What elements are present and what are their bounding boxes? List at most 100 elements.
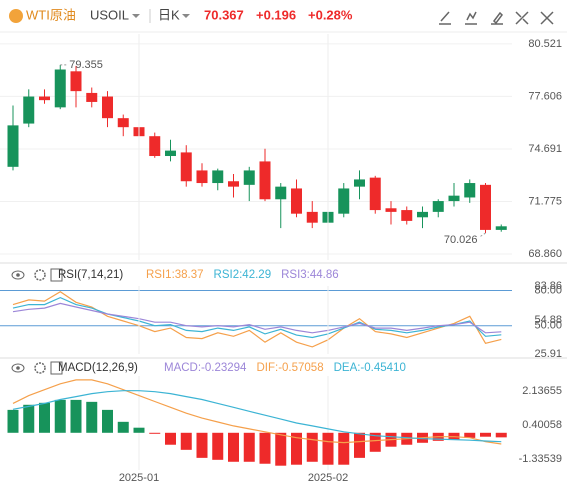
- macd-bar: [54, 399, 66, 433]
- eye-icon[interactable]: [11, 270, 25, 280]
- candle-body: [102, 96, 113, 119]
- macd-bar: [291, 432, 302, 465]
- y-tick-label: 54.88: [534, 314, 562, 326]
- dropdown-arrow[interactable]: [132, 14, 140, 18]
- macd-bar: [165, 432, 176, 445]
- rsi-header: RSI(7,14,21): [11, 268, 123, 282]
- candle-body: [180, 152, 192, 182]
- candle-body: [39, 96, 50, 101]
- macd-bar: [196, 432, 208, 458]
- y-tick-label: 77.606: [528, 90, 562, 102]
- candle-body: [149, 136, 161, 157]
- indicator-icon[interactable]: [465, 11, 477, 25]
- candle-body: [401, 210, 413, 221]
- pen-icon[interactable]: [491, 11, 503, 25]
- y-tick-label: 80.521: [528, 38, 562, 50]
- candle-body: [369, 177, 381, 211]
- gear-icon[interactable]: [34, 269, 46, 281]
- rsi-title: RSI(7,14,21): [58, 269, 123, 281]
- legend-entry: MACD:-0.23294: [164, 362, 247, 374]
- macd-line: [12, 390, 502, 443]
- candle-body: [212, 170, 224, 184]
- legend-entry: RSI2:42.29: [214, 269, 272, 281]
- y-tick-label: 25.91: [534, 348, 562, 360]
- macd-bar: [275, 432, 287, 466]
- macd-bar: [243, 432, 255, 462]
- macd-bar: [133, 427, 145, 433]
- checkbox[interactable]: [50, 361, 63, 375]
- legend-entry: DEA:-0.45410: [334, 362, 406, 374]
- close-icon[interactable]: [540, 11, 554, 25]
- macd-bar: [354, 432, 365, 458]
- macd-bar: [39, 402, 50, 433]
- candle-body: [228, 181, 239, 187]
- low-annotation: 70.026: [444, 234, 478, 246]
- candle-body: [165, 150, 176, 157]
- dropdown-arrow[interactable]: [182, 14, 190, 18]
- y-tick-label: 50.00: [534, 320, 562, 332]
- macd-line: [12, 379, 502, 445]
- candle-body: [86, 92, 98, 102]
- eye-icon[interactable]: [11, 363, 25, 373]
- x-tick-label: 2025-02: [308, 472, 348, 484]
- candle-body: [117, 118, 129, 128]
- candle-body: [291, 188, 302, 214]
- candle-body: [417, 211, 428, 218]
- candle-body: [7, 125, 19, 167]
- rsi-line: [12, 290, 502, 348]
- macd-bar: [338, 432, 350, 465]
- macd-bar: [322, 432, 334, 465]
- annotation-leader: [479, 232, 486, 238]
- logo: [9, 9, 23, 23]
- expand-icon[interactable]: [515, 11, 529, 25]
- macd-bar: [149, 432, 161, 434]
- rsi-line: [12, 296, 502, 339]
- y-tick-label: 74.691: [528, 143, 562, 155]
- y-tick-label: -1.33539: [519, 453, 562, 465]
- toolbar: [439, 11, 554, 25]
- gear-icon[interactable]: [34, 362, 46, 374]
- price-change-pct: +0.28%: [308, 7, 353, 22]
- legend-entry: RSI1:38.37: [146, 269, 204, 281]
- y-tick-label: 2.13655: [522, 385, 562, 397]
- y-tick-label: 68.860: [528, 248, 562, 260]
- macd-title: MACD(12,26,9): [58, 362, 138, 374]
- candle-body: [196, 170, 208, 184]
- instrument-name: WTI原油: [26, 7, 76, 22]
- symbol[interactable]: USOIL: [90, 7, 129, 22]
- candle-body: [448, 195, 460, 202]
- macd-bar: [180, 432, 192, 450]
- checkbox[interactable]: [50, 268, 63, 282]
- y-tick-label: 80.00: [534, 284, 562, 296]
- period[interactable]: 日K: [158, 7, 180, 22]
- macd-bar: [117, 421, 129, 433]
- candle-body: [354, 179, 365, 187]
- macd-bar: [212, 432, 224, 460]
- candle-body: [432, 201, 444, 212]
- last-price: 70.367: [204, 7, 244, 22]
- legend-entry: RSI3:44.86: [281, 269, 339, 281]
- macd-bar: [259, 432, 271, 464]
- candle-body: [243, 170, 255, 185]
- candle-body: [54, 69, 66, 108]
- eye-icon-pupil: [16, 273, 20, 277]
- draw-line-icon[interactable]: [439, 11, 451, 25]
- y-tick-label: 83.86: [534, 280, 562, 292]
- macd-header: MACD(12,26,9): [11, 361, 138, 375]
- macd-bar: [23, 404, 35, 433]
- candle-body: [306, 211, 318, 223]
- macd-bar: [495, 432, 507, 438]
- high-annotation: 79.355: [69, 59, 103, 71]
- macd-bar: [102, 409, 113, 433]
- macd-bar: [86, 401, 98, 433]
- candle-body: [464, 183, 476, 198]
- macd-bar: [480, 432, 491, 437]
- macd-bar: [7, 409, 19, 433]
- candle-body: [23, 96, 35, 124]
- x-tick-label: 2025-01: [119, 472, 159, 484]
- legend-entry: DIF:-0.57058: [256, 362, 323, 374]
- eye-icon-pupil: [16, 366, 20, 370]
- candle-body: [480, 184, 491, 230]
- macd-bar: [70, 399, 82, 433]
